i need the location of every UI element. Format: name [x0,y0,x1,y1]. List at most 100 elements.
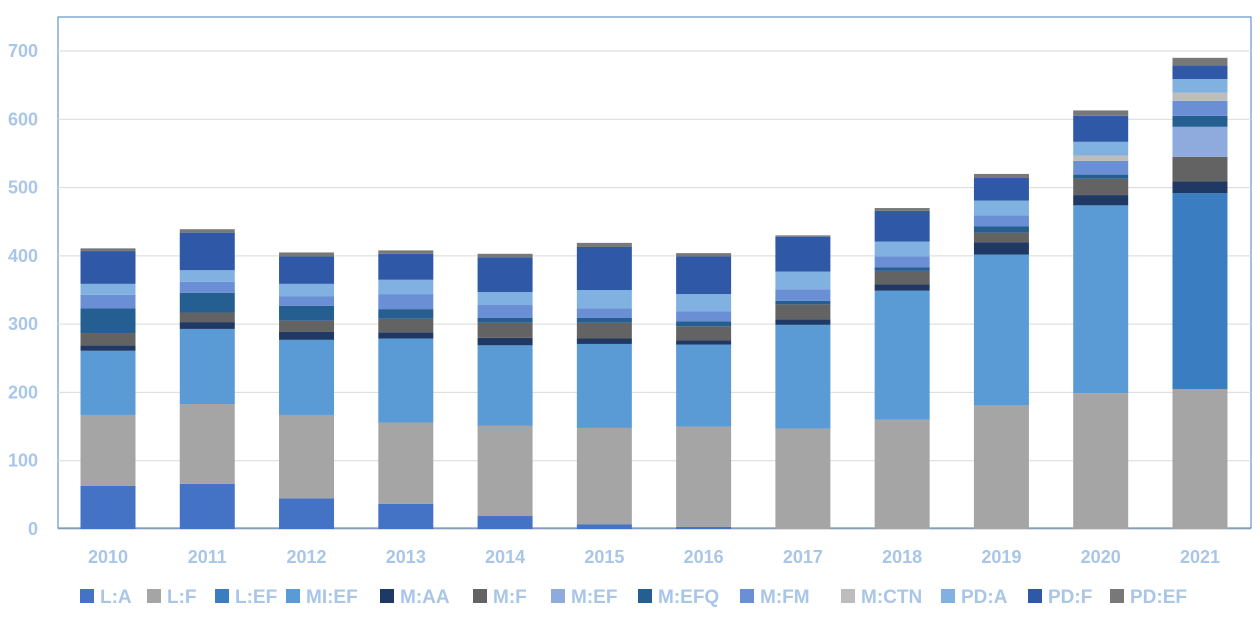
legend-swatch [1110,589,1124,603]
legend-item: M:EF [551,587,617,608]
x-axis: 2010 2011 2012 2013 2014 2015 2016 2017 2018 2019… [88,547,1220,567]
bar-segment-m-aa [80,345,136,351]
bar-segment-mi-ef [378,338,434,423]
bar-segment-m-efq [80,308,136,334]
bar-stack-2016 [676,253,732,529]
legend-swatch [286,589,300,603]
legend-item: L:A [80,587,132,608]
bar-segment-pd-f [676,256,732,295]
y-tick-label: 0 [28,519,38,539]
x-tick-label: 2013 [386,547,426,567]
y-tick-label: 100 [8,451,38,471]
bar-segment-m-f [775,304,831,320]
bar-segment-mi-ef [676,344,732,427]
legend-item: PD:A [941,587,1008,608]
bar-segment-pd-a [973,200,1029,216]
legend-swatch [1028,589,1042,603]
legend-item: L:F [147,587,197,608]
x-tick-label: 2021 [1180,547,1220,567]
x-tick-label: 2019 [981,547,1021,567]
x-tick-label: 2014 [485,547,525,567]
bar-segment-pd-ef [1172,57,1228,66]
bar-segment-pd-ef [775,235,831,237]
x-tick-label: 2011 [188,547,227,567]
legend-label: PD:F [1048,587,1092,608]
bar-segment-mi-ef [874,290,930,420]
bar-segment-m-aa [576,338,632,344]
legend-swatch [740,589,754,603]
bar-segment-m-fm [874,256,930,268]
bar-segment-m-f [378,318,434,333]
bar-segment-m-ctn [1172,92,1228,101]
legend-item: PD:F [1028,587,1092,608]
bar-segment-m-fm [378,294,434,310]
bar-segment-pd-a [1172,78,1228,93]
bar-segment-m-fm [973,215,1029,227]
bar-segment-pd-ef [874,208,930,211]
bar-segment-m-fm [179,281,235,293]
bar-segment-pd-f [576,246,632,290]
bar-segment-m-efq [973,226,1029,233]
x-tick-label: 2020 [1081,547,1121,567]
bar-segment-l-f [775,428,831,529]
bar-segment-m-fm [1172,100,1228,116]
x-tick-label: 2016 [684,547,724,567]
bar-segment-m-aa [1073,195,1129,206]
legend-label: L:F [167,587,197,608]
bar-segment-m-f [179,312,235,323]
chart-border [57,16,1252,529]
bar-segment-l-f [576,427,632,525]
bar-segment-m-fm [279,296,335,306]
bar-segment-m-f [676,326,732,341]
legend-item: M:FM [740,587,810,608]
bar-segment-pd-f [378,253,434,280]
x-tick-label: 2010 [88,547,128,567]
bar-segment-l-a [477,516,533,529]
legend-item: L:EF [215,587,277,608]
bar-stack-2011 [179,229,235,529]
legend-swatch [147,589,161,603]
bar-segment-m-efq [874,267,930,271]
bar-segment-pd-ef [80,248,136,252]
bar-segment-m-fm [477,305,533,318]
bar-segment-m-efq [1172,115,1228,127]
bar-segment-mi-ef [576,343,632,428]
bar-stack-2019 [973,173,1029,529]
bar-segment-mi-ef [973,254,1029,406]
bar-segment-pd-ef [179,229,235,233]
bar-segment-pd-f [1172,65,1228,79]
bar-segment-m-f [477,322,533,338]
bar-segment-mi-ef [80,350,136,415]
legend-label: L:A [100,587,132,608]
bar-segment-m-efq [378,309,434,319]
bar-segment-m-fm [676,311,732,322]
bar-segment-l-f [1172,389,1228,529]
legend-label: MI:EF [306,587,358,608]
x-tick-label: 2018 [882,547,922,567]
bar-segment-l-a [576,524,632,529]
bar-segment-m-aa [874,284,930,291]
bar-segment-pd-f [279,256,335,284]
bar-segment-l-a [676,526,732,529]
bar-segment-pd-ef [1073,110,1129,116]
bars [80,57,1228,529]
bar-segment-m-aa [973,242,1029,255]
legend-item: MI:EF [286,587,358,608]
bar-segment-pd-a [179,270,235,282]
bar-stack-2015 [576,242,632,529]
bar-segment-pd-f [775,236,831,272]
bar-segment-m-efq [576,317,632,323]
bar-segment-mi-ef [179,328,235,405]
bar-segment-m-efq [775,300,831,305]
bar-segment-m-fm [80,294,136,309]
bar-stack-2012 [279,252,335,529]
bar-stack-2014 [477,253,533,529]
bar-segment-pd-a [80,283,136,295]
bar-segment-pd-a [775,271,831,290]
bar-segment-m-aa [477,337,533,346]
bar-segment-pd-ef [973,173,1029,179]
bar-segment-pd-a [477,292,533,306]
bar-segment-pd-f [477,257,533,293]
bar-segment-m-efq [477,317,533,323]
